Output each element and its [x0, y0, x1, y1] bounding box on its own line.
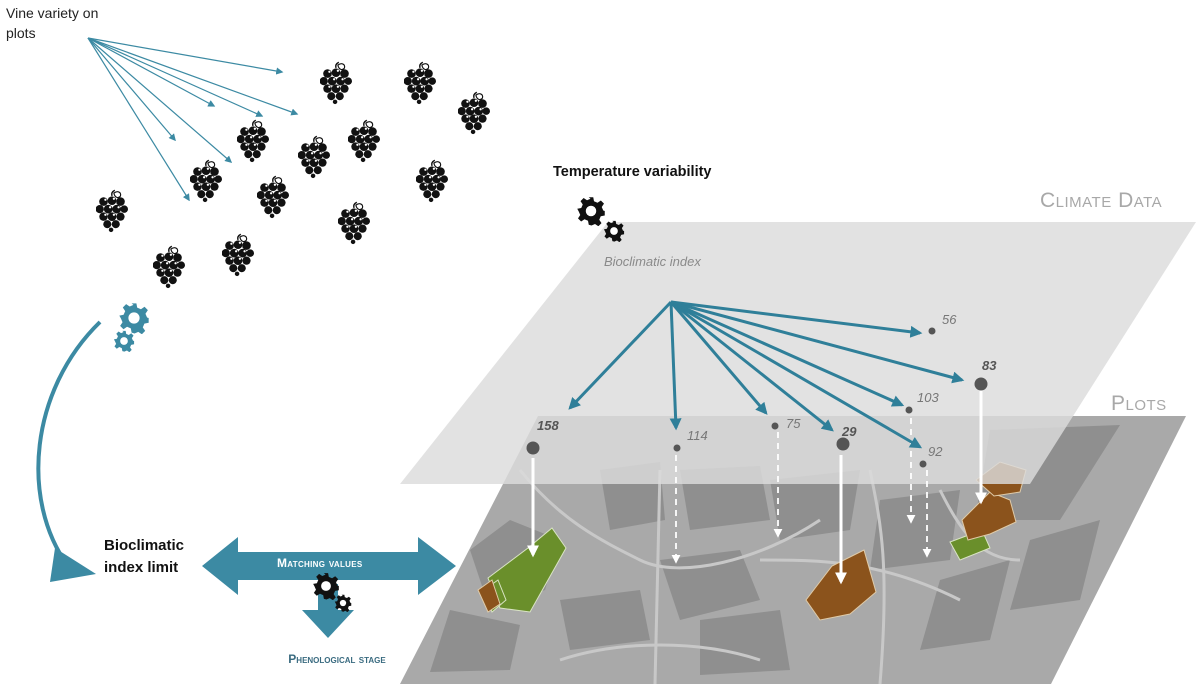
index-value-label: 158	[537, 418, 559, 433]
grape-icon	[404, 61, 436, 105]
bioclimatic-index-label: Bioclimatic index	[604, 254, 701, 269]
grape-icon	[190, 159, 222, 203]
index-value-label: 83	[982, 358, 997, 373]
drop-lines	[527, 388, 987, 585]
point-114	[673, 444, 681, 452]
point-75	[771, 422, 779, 430]
index-value-label: 103	[917, 390, 939, 405]
point-83	[974, 377, 988, 391]
curved-arrow	[36, 320, 102, 568]
phenological-stage-label: Phenological stage	[288, 652, 386, 666]
point-29	[836, 437, 850, 451]
grape-icon	[320, 61, 352, 105]
bioclimatic-index-limit-label: Bioclimatic index limit	[104, 537, 185, 576]
grape-icon	[338, 201, 370, 245]
matching-values-arrow	[202, 537, 456, 595]
grape-icon	[96, 189, 128, 233]
index-value-label: 114	[687, 428, 708, 443]
plots-title: Plots	[1111, 392, 1167, 415]
grape-icon	[416, 159, 448, 203]
index-points	[526, 327, 988, 468]
index-value-label: 29	[842, 424, 857, 439]
matching-values-label: Matching values	[277, 556, 363, 570]
grape-icon	[298, 135, 330, 179]
climate-data-title: Climate Data	[1040, 189, 1163, 212]
grape-icon	[348, 119, 380, 163]
gear-icon	[113, 303, 149, 352]
vine-fan-arrows	[87, 37, 299, 202]
grape-icon	[257, 175, 289, 219]
index-value-label: 75	[786, 416, 801, 431]
grape-icon	[222, 233, 254, 277]
index-value-label: 56	[942, 312, 957, 327]
grape-icon	[458, 91, 490, 135]
index-value-label: 92	[928, 444, 943, 459]
point-92	[919, 460, 927, 468]
grape-icon	[237, 119, 269, 163]
curved-arrow-head	[50, 548, 96, 582]
temperature-variability-label: Temperature variability	[553, 164, 712, 180]
grape-icon	[153, 245, 185, 289]
point-158	[526, 441, 540, 455]
point-103	[905, 406, 913, 414]
vine-variety-label: Vine variety on plots	[6, 5, 99, 41]
phenological-arrow	[302, 584, 354, 638]
climate-plane	[400, 222, 1196, 484]
index-fan-arrows	[568, 300, 965, 449]
point-56	[928, 327, 936, 335]
